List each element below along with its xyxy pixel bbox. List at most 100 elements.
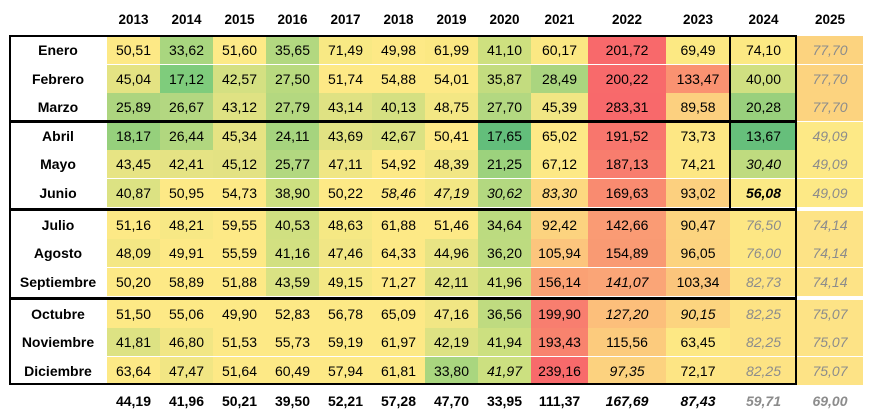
value-cell: 48,39 <box>425 150 478 178</box>
month-label: Abril <box>42 128 74 144</box>
value-cell: 49,09 <box>797 122 863 150</box>
value-cell: 65,02 <box>531 122 588 150</box>
value-cell: 56,78 <box>319 300 372 328</box>
value-cell: 103,34 <box>666 268 730 296</box>
value-cell: 58,89 <box>160 268 213 296</box>
value-cell: 133,47 <box>666 65 730 93</box>
value-cell: 54,88 <box>372 65 425 93</box>
value-cell: 105,94 <box>531 239 588 267</box>
value-cell: 54,92 <box>372 150 425 178</box>
value-cell: 64,33 <box>372 239 425 267</box>
value-cell: 71,27 <box>372 268 425 296</box>
value-cell: 51,60 <box>213 36 266 64</box>
value-cell: 50,20 <box>107 268 160 296</box>
annual-average-cell: 44,19 <box>115 393 152 409</box>
value-cell: 90,47 <box>666 211 730 239</box>
value-cell: 89,58 <box>666 93 730 121</box>
value-cell: 77,70 <box>797 65 863 93</box>
annual-average-cell: 52,21 <box>327 393 364 409</box>
value-cell: 28,49 <box>531 65 588 93</box>
value-cell: 239,16 <box>531 357 588 385</box>
value-cell: 36,20 <box>478 239 531 267</box>
value-cell: 51,88 <box>213 268 266 296</box>
value-cell: 74,14 <box>797 268 863 296</box>
value-cell: 50,41 <box>425 122 478 150</box>
value-cell: 154,89 <box>588 239 666 267</box>
value-cell: 63,64 <box>107 357 160 385</box>
value-cell: 199,90 <box>531 300 588 328</box>
value-cell: 13,67 <box>730 122 797 150</box>
value-cell: 283,31 <box>588 93 666 121</box>
value-cell: 61,81 <box>372 357 425 385</box>
value-cell: 41,97 <box>478 357 531 385</box>
month-label: Septiembre <box>19 274 97 290</box>
year-header: 2013 <box>118 12 149 27</box>
value-cell: 60,49 <box>266 357 319 385</box>
value-cell: 49,09 <box>797 150 863 178</box>
value-cell: 67,12 <box>531 150 588 178</box>
value-cell: 90,15 <box>666 300 730 328</box>
value-cell: 47,46 <box>319 239 372 267</box>
annual-average-cell: 39,50 <box>274 393 311 409</box>
value-cell: 51,46 <box>425 211 478 239</box>
value-cell: 47,47 <box>160 357 213 385</box>
value-cell: 51,50 <box>107 300 160 328</box>
value-cell: 34,64 <box>478 211 531 239</box>
value-cell: 20,28 <box>730 93 797 121</box>
value-cell: 51,16 <box>107 211 160 239</box>
annual-average-cell: 41,96 <box>168 393 205 409</box>
value-cell: 58,46 <box>372 179 425 207</box>
value-cell: 17,65 <box>478 122 531 150</box>
value-cell: 156,14 <box>531 268 588 296</box>
year-header: 2018 <box>383 12 414 27</box>
value-cell: 69,49 <box>666 36 730 64</box>
value-cell: 97,35 <box>588 357 666 385</box>
year-header: 2021 <box>544 12 575 27</box>
value-cell: 49,15 <box>319 268 372 296</box>
value-cell: 141,07 <box>588 268 666 296</box>
value-cell: 92,42 <box>531 211 588 239</box>
value-cell: 75,07 <box>797 300 863 328</box>
value-cell: 41,94 <box>478 328 531 356</box>
value-cell: 76,00 <box>730 239 797 267</box>
value-cell: 72,17 <box>666 357 730 385</box>
value-cell: 50,51 <box>107 36 160 64</box>
month-label: Octubre <box>31 306 85 322</box>
value-cell: 45,04 <box>107 65 160 93</box>
annual-average-cell: 111,37 <box>538 393 581 409</box>
value-cell: 74,14 <box>797 239 863 267</box>
value-cell: 191,52 <box>588 122 666 150</box>
value-cell: 60,17 <box>531 36 588 64</box>
value-cell: 115,56 <box>588 328 666 356</box>
month-label: Diciembre <box>24 363 92 379</box>
value-cell: 74,10 <box>730 36 797 64</box>
value-cell: 54,73 <box>213 179 266 207</box>
value-cell: 45,12 <box>213 150 266 178</box>
value-cell: 45,34 <box>213 122 266 150</box>
value-cell: 49,09 <box>797 179 863 207</box>
value-cell: 33,62 <box>160 36 213 64</box>
value-cell: 187,13 <box>588 150 666 178</box>
value-cell: 51,64 <box>213 357 266 385</box>
value-cell: 63,45 <box>666 328 730 356</box>
value-cell: 55,73 <box>266 328 319 356</box>
value-cell: 43,45 <box>107 150 160 178</box>
value-cell: 49,98 <box>372 36 425 64</box>
value-cell: 26,44 <box>160 122 213 150</box>
value-cell: 41,10 <box>478 36 531 64</box>
month-label: Junio <box>39 185 77 201</box>
value-cell: 48,21 <box>160 211 213 239</box>
value-cell: 27,79 <box>266 93 319 121</box>
value-cell: 41,81 <box>107 328 160 356</box>
value-cell: 33,80 <box>425 357 478 385</box>
value-cell: 48,63 <box>319 211 372 239</box>
value-cell: 43,59 <box>266 268 319 296</box>
value-cell: 82,25 <box>730 357 797 385</box>
value-cell: 42,11 <box>425 268 478 296</box>
annual-average-cell: 57,28 <box>380 393 417 409</box>
value-cell: 47,11 <box>319 150 372 178</box>
month-label: Noviembre <box>21 334 95 350</box>
value-cell: 40,87 <box>107 179 160 207</box>
value-cell: 77,70 <box>797 93 863 121</box>
